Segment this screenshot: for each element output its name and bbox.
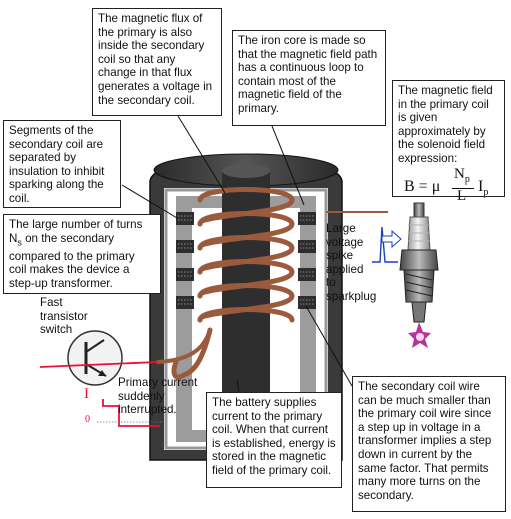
turns-note-sub: s xyxy=(17,236,22,247)
secondary-coil-segments xyxy=(176,212,316,309)
turns-note-a: The large number of turns N xyxy=(9,218,143,245)
switch-label: Fast transistor switch xyxy=(40,296,88,337)
fraction-bar xyxy=(452,187,474,189)
formula-numerator: Np xyxy=(454,165,470,187)
zero-label: 0 xyxy=(85,414,90,425)
turns-note-b: on the secondary compared to the primary… xyxy=(9,231,135,290)
current-symbol: I xyxy=(84,386,89,402)
field-note-text: The magnetic field in the primary coil i… xyxy=(398,84,493,165)
primary-coil xyxy=(156,187,295,380)
spark-plug xyxy=(399,202,439,348)
primary-current-label: Primary current suddenly interrupted. xyxy=(118,376,198,417)
voltage-spike xyxy=(372,226,402,263)
turns-note: The large number of turns Ns on the seco… xyxy=(3,214,161,294)
spike-label: Large voltage spike applied to sparkplug xyxy=(326,222,377,303)
formula-n-sub: p xyxy=(464,173,470,185)
formula-denominator: L xyxy=(457,187,467,204)
core-note: The iron core is made so that the magnet… xyxy=(232,30,386,126)
transistor-switch xyxy=(67,330,123,386)
formula-n: N xyxy=(454,165,465,182)
solenoid-formula: B = μ Np L Ip xyxy=(398,165,499,212)
formula-i: I xyxy=(478,177,484,195)
segments-note: Segments of the secondary coil are separ… xyxy=(3,120,121,208)
field-note-box: The magnetic field in the primary coil i… xyxy=(392,80,505,203)
battery-note: The battery supplies current to the prim… xyxy=(206,392,342,488)
flux-note: The magnetic flux of the primary is also… xyxy=(92,8,222,116)
secondary-wire-note: The secondary coil wire can be much smal… xyxy=(352,376,506,512)
formula-current: Ip xyxy=(478,177,489,200)
formula-i-sub: p xyxy=(483,186,489,198)
primary-current-signal xyxy=(39,361,160,427)
formula-lhs: B = μ xyxy=(404,177,441,195)
